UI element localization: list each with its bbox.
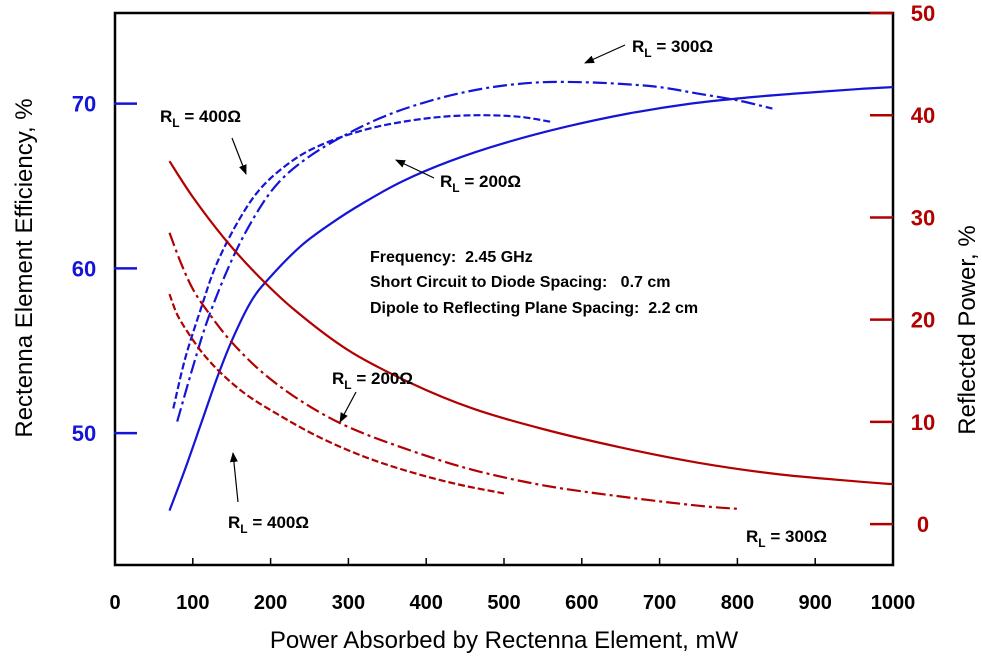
- x-axis-ticks: 0 100 200 300 400 500 600 700 800 900 1000: [109, 558, 915, 614]
- left-tick-label: 60: [72, 256, 96, 281]
- x-tick-label: 900: [799, 592, 832, 614]
- right-tick-label: 20: [911, 308, 935, 333]
- arrow-ref-400: [229, 452, 239, 503]
- label-eff-200: RL = 200Ω: [440, 172, 521, 195]
- right-tick-label: 30: [911, 205, 935, 230]
- x-tick-label: 0: [109, 592, 120, 614]
- annotation-labels: RL = 400Ω RL = 300Ω RL = 200Ω RL = 200Ω …: [160, 37, 827, 550]
- x-tick-label: 500: [487, 592, 520, 614]
- series-line-right: [168, 160, 894, 486]
- left-axis-title: Rectenna Element Efficiency, %: [11, 98, 38, 437]
- x-tick-label: 200: [254, 592, 287, 614]
- arrow-eff-300: [584, 44, 626, 64]
- right-axis-title: Reflected Power, %: [954, 225, 981, 434]
- note-dipole-spacing: Dipole to Reflecting Plane Spacing: 2.2 …: [370, 300, 698, 317]
- x-tick-label: 300: [332, 592, 365, 614]
- series-line-left: [172, 114, 551, 409]
- arrow-eff-400: [231, 137, 247, 175]
- right-tick-label: 50: [911, 1, 935, 26]
- arrow-eff-200: [395, 159, 435, 179]
- right-tick-label: 10: [911, 410, 935, 435]
- x-tick-label: 400: [410, 592, 443, 614]
- arrow-ref-200: [339, 391, 357, 423]
- right-axis-ticks: 0 10 20 30 40 50: [870, 1, 935, 537]
- series-line-left: [168, 86, 894, 511]
- series-line-right: [168, 293, 505, 495]
- annotation-arrows: [229, 44, 626, 503]
- x-tick-label: 600: [565, 592, 598, 614]
- note-short-circuit-spacing: Short Circuit to Diode Spacing: 0.7 cm: [370, 274, 670, 291]
- left-axis-ticks: 50 60 70: [72, 92, 137, 446]
- left-tick-label: 70: [72, 92, 96, 117]
- x-axis-title: Power Absorbed by Rectenna Element, mW: [270, 627, 739, 654]
- x-tick-label: 100: [176, 592, 209, 614]
- series-layer: [168, 80, 894, 511]
- conditions-note: Frequency: 2.45 GHz Short Circuit to Dio…: [370, 249, 698, 317]
- right-tick-label: 40: [911, 103, 935, 128]
- series-line-right: [168, 232, 738, 510]
- label-ref-300: RL = 300Ω: [746, 527, 827, 550]
- x-tick-label: 1000: [871, 592, 916, 614]
- series-line-left: [176, 80, 773, 422]
- right-tick-label: 0: [917, 512, 929, 537]
- note-frequency: Frequency: 2.45 GHz: [370, 249, 533, 266]
- label-ref-200: RL = 200Ω: [332, 369, 413, 392]
- label-eff-300: RL = 300Ω: [632, 37, 713, 60]
- label-eff-400: RL = 400Ω: [160, 107, 241, 130]
- x-tick-label: 700: [643, 592, 676, 614]
- x-tick-label: 800: [721, 592, 754, 614]
- left-tick-label: 50: [72, 421, 96, 446]
- label-ref-400: RL = 400Ω: [228, 513, 309, 536]
